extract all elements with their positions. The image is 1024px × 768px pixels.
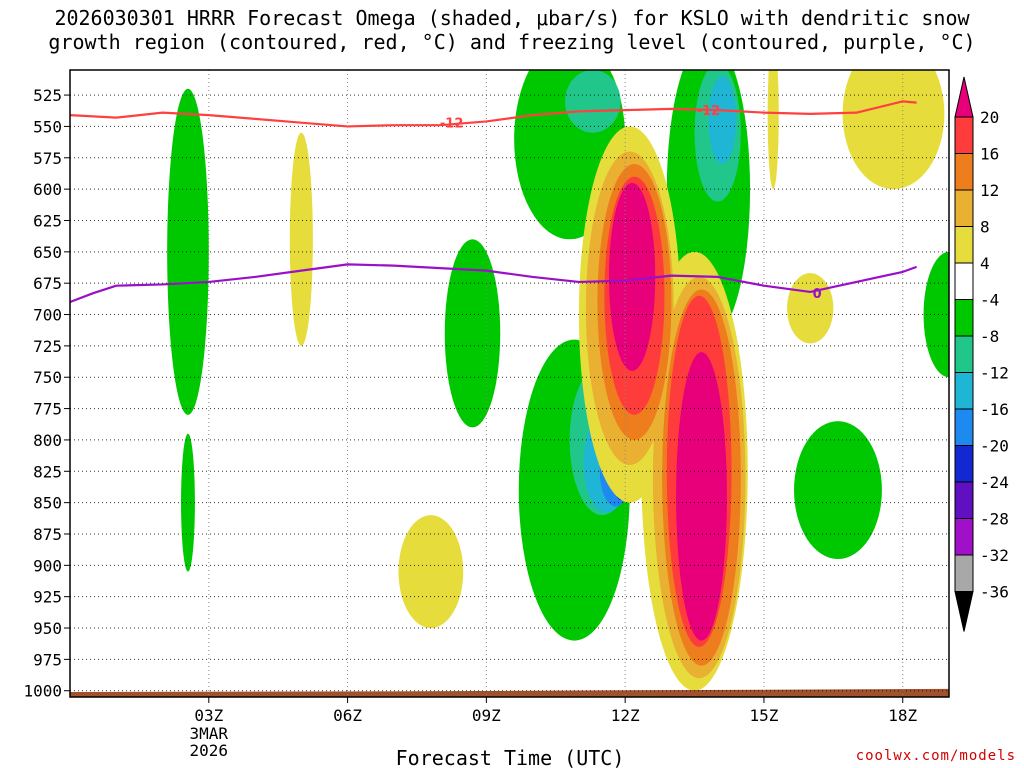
axes: 525 550 575 600 625 650 675 700 725 750 775 800 825 8… [23,69,950,768]
colorbar-label-8: -16 [980,400,1009,419]
site-credit[interactable]: coolwx.com/models [855,748,1016,764]
colorbar-segment-8 [954,408,974,446]
omega-region-neg4-0 [167,88,209,415]
omega-region-neg8-8 [565,70,621,133]
colorbar-label-2: 12 [980,181,999,200]
omega-region-20-29 [676,352,727,641]
y-tick-label-750: 750 [33,368,62,387]
x-tick-label-18Z: 18Z [888,706,917,725]
plot-frame [69,69,950,698]
omega-region-neg4-1 [181,433,195,572]
y-tick-label-675: 675 [33,274,62,293]
colorbar-label-5: -4 [980,291,999,310]
y-tick-label-700: 700 [33,306,62,325]
y-tick-label-975: 975 [33,650,62,669]
y-tick-label-625: 625 [33,211,62,230]
x-tick-label-12Z: 12Z [611,706,640,725]
omega-region-4-19 [842,70,945,190]
y-tick-label-900: 900 [33,556,62,575]
omega-region-neg12-12 [708,76,737,165]
temperature-contours: -12 -12 0 [70,100,917,304]
omega-region-neg4-6 [794,421,882,560]
y-tick-label-950: 950 [33,619,62,638]
colorbar-segment-10 [954,481,974,519]
colorbar-label-9: -20 [980,437,1009,456]
y-tick-label-550: 550 [33,117,62,136]
colorbar-segment-9 [954,445,974,483]
x-date-label-0: 3MAR [190,724,229,743]
colorbar-bottom-arrow [954,591,974,632]
freezing-level-contour-line [70,263,917,304]
y-tick-label-725: 725 [33,337,62,356]
colorbar-segment-0 [954,116,974,154]
omega-region-20-28 [608,182,656,371]
y-tick-label-800: 800 [33,431,62,450]
colorbar-top-arrow [954,76,974,118]
x-axis-title: Forecast Time (UTC) [396,746,625,768]
y-tick-label-825: 825 [33,462,62,481]
x-date-label-1: 2026 [190,741,229,760]
colorbar-label-3: 8 [980,218,990,237]
x-tick-label-09Z: 09Z [472,706,501,725]
omega-region-4-16 [398,515,464,629]
y-tick-label-775: 775 [33,400,62,419]
y-tick-label-575: 575 [33,149,62,168]
x-tick-label-03Z: 03Z [194,706,223,725]
colorbar-segment-7 [954,372,974,410]
chart-title-line2: growth region (contoured, red, °C) and f… [48,30,976,54]
x-tick-label-15Z: 15Z [749,706,778,725]
colorbar-label-4: 4 [980,254,990,273]
dendritic-contour-label-1: -12 [697,104,721,119]
colorbar-label-12: -32 [980,546,1009,565]
y-tick-label-850: 850 [33,494,62,513]
colorbar-segment-2 [954,189,974,227]
colorbar-label-6: -8 [980,327,999,346]
terrain-surface [70,688,949,697]
grid-lines [70,70,949,697]
colorbar-segment-12 [954,554,974,592]
colorbar-label-0: 20 [980,108,999,127]
dendritic-contour-label-0: -12 [440,117,464,132]
dendritic-contour-line [70,100,917,128]
omega-region-neg4-2 [444,239,501,428]
colorbar-segment-3 [954,226,974,264]
colorbar-segment-11 [954,518,974,556]
y-tick-label-600: 600 [33,180,62,199]
y-tick-label-875: 875 [33,525,62,544]
colorbar-label-1: 16 [980,145,999,164]
colorbar-segment-1 [954,153,974,191]
omega-region-4-15 [289,132,313,346]
omega-region-4-18 [787,273,834,344]
colorbar-legend: 20 16 12 8 4 -4 -8 -12 -16 -20 -24 -28 -32 -36 [954,76,1009,632]
colorbar-segment-5 [954,299,974,337]
colorbar-label-11: -28 [980,510,1009,529]
y-tick-label-650: 650 [33,243,62,262]
omega-region-4-17 [767,70,779,190]
x-tick-label-06Z: 06Z [333,706,362,725]
y-tick-label-925: 925 [33,588,62,607]
y-tick-label-1000: 1000 [23,682,62,701]
colorbar-label-10: -24 [980,473,1009,492]
colorbar-segment-6 [954,335,974,373]
colorbar-segment-4 [954,262,974,300]
freezing-contour-label: 0 [813,287,822,302]
y-tick-label-525: 525 [33,86,62,105]
chart-title-line1: 2026030301 HRRR Forecast Omega (shaded, … [54,6,970,30]
colorbar-label-13: -36 [980,583,1009,602]
omega-shading [70,70,949,697]
chart-title: 2026030301 HRRR Forecast Omega (shaded, … [0,6,1024,54]
colorbar-label-7: -12 [980,364,1009,383]
